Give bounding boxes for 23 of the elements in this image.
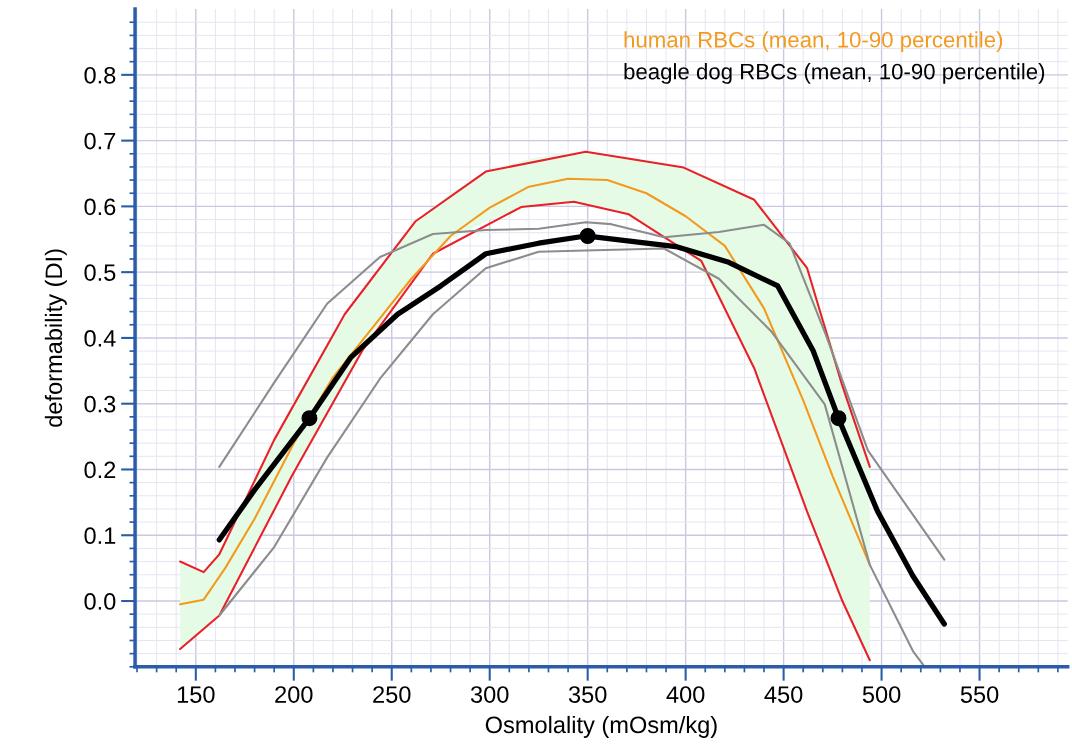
x-tick-label: 400 [666,686,705,703]
y-tick-label: 0.8 [84,66,116,84]
line-series [218,221,946,561]
y-tick-label: 0.5 [84,264,116,281]
x-tick-label: 200 [275,686,313,703]
text: human RBCs (mean, 10-90 percentile) [624,31,1003,53]
y-tick-label: 0.7 [84,132,116,150]
y-tick-label: 0.0 [84,593,116,610]
x-tick-label: 350 [568,686,607,703]
y-tick-label: 0.3 [84,395,116,413]
y-tick-label: 0.2 [84,461,116,479]
text: beagle dog RBCs (mean, 10-90 percentile) [624,63,1045,84]
x-tick-label: 300 [470,686,509,703]
x-tick-label: 450 [764,686,803,703]
x-tick-label: 250 [373,686,411,703]
x-axis-title: Osmolality (mOsm/kg) [485,715,717,738]
y-tick-label: 0.4 [84,330,116,347]
y-tick-label: 0.6 [84,198,116,216]
x-tick-label: 150 [177,686,215,703]
y-tick-label: 0.1 [84,527,116,545]
x-tick-label: 500 [862,686,901,703]
y-axis-title: deformability (DI) [44,249,67,427]
x-tick-label: 550 [960,686,999,703]
